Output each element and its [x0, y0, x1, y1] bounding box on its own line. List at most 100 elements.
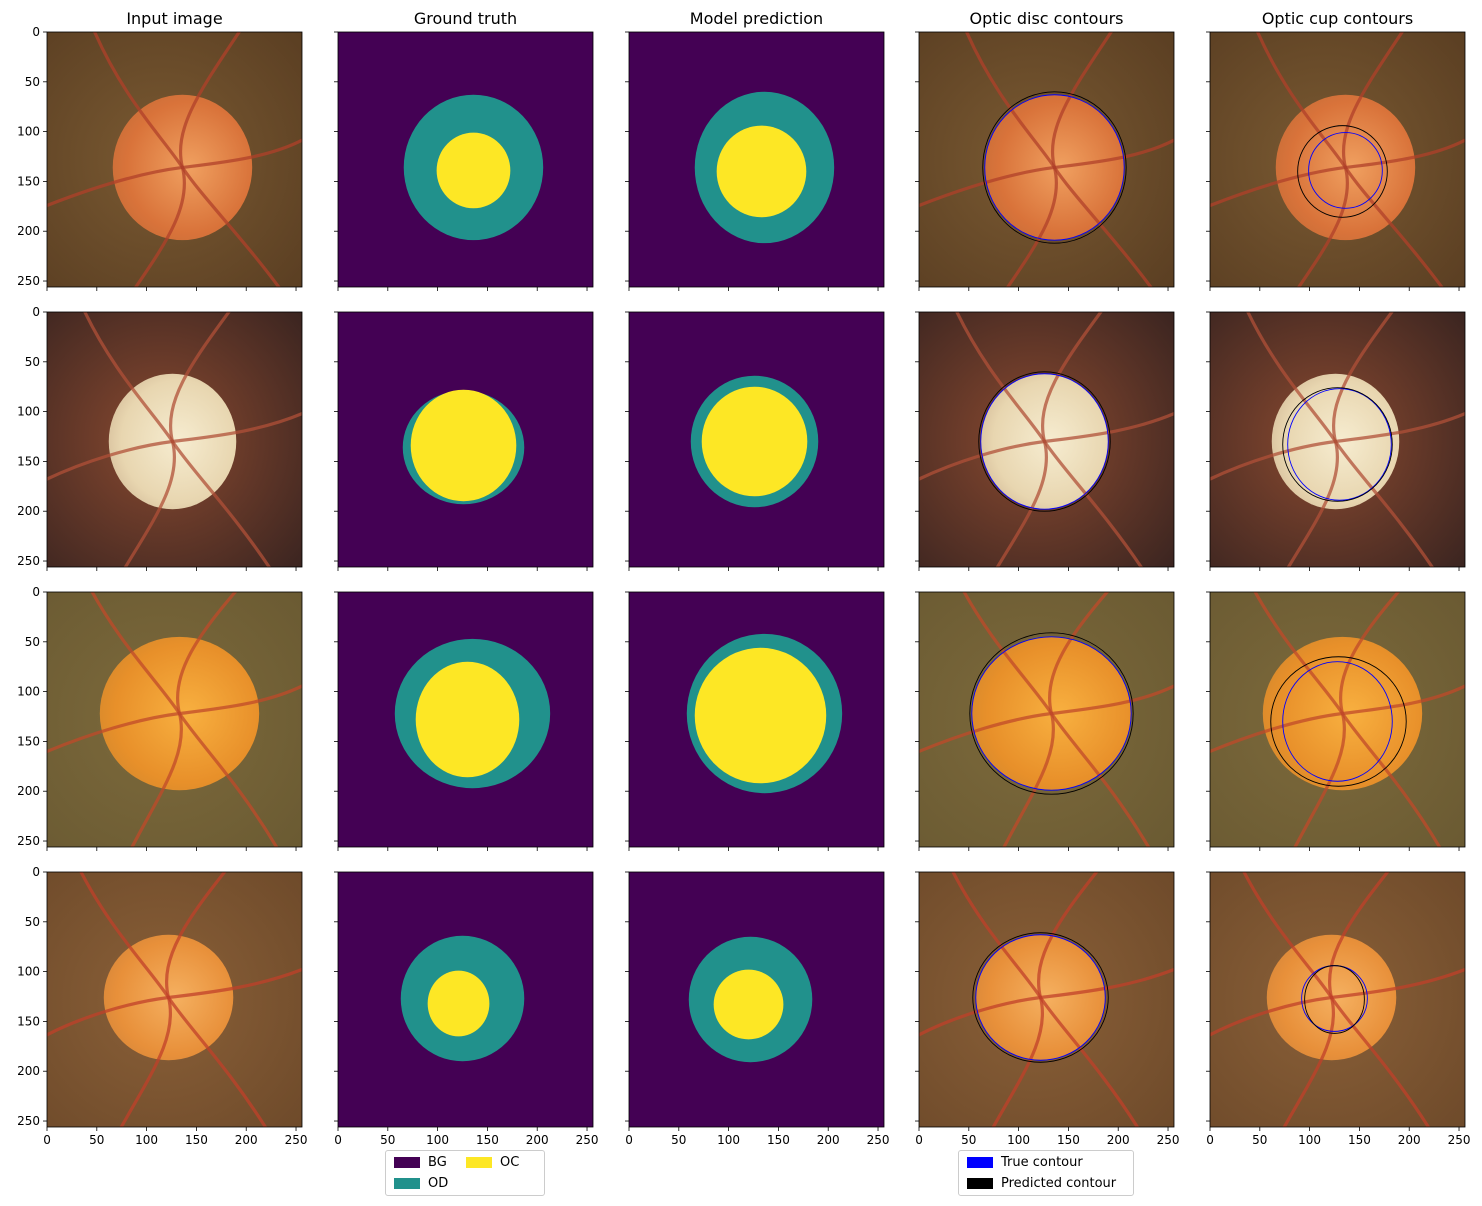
legend-label-pred: Predicted contour — [1001, 1176, 1117, 1191]
true-cup-contour — [1282, 661, 1393, 782]
column-title-truth: Ground truth — [414, 9, 517, 28]
panel-pred-row-4: 0 50 100 150 200 250 — [625, 871, 889, 1147]
blood-vessel — [1255, 32, 1348, 170]
true-cup-contour — [1287, 388, 1392, 501]
axes-frame — [337, 871, 594, 1128]
axes-frame — [628, 311, 885, 568]
y-tick-label: 100 — [17, 965, 40, 979]
panel-cup-row-1: Optic cup contours — [1206, 9, 1466, 291]
predicted-disc-contour — [978, 371, 1111, 512]
x-tick-label: 200 — [1107, 1133, 1130, 1147]
panel-cup-row-4: 0 50 100 150 200 250 — [1206, 871, 1470, 1147]
blood-vessel — [166, 995, 268, 1127]
y-tick-label: 250 — [17, 554, 40, 568]
y-tick-label: 100 — [17, 125, 40, 139]
y-tick-label: 150 — [17, 454, 40, 468]
legend-item-bg: BG — [394, 1155, 447, 1170]
axes-frame — [628, 871, 885, 1128]
axes-frame — [918, 31, 1175, 288]
blood-vessel — [919, 439, 1047, 481]
x-tick-label: 200 — [817, 1133, 840, 1147]
blood-vessel — [1329, 995, 1431, 1127]
x-tick-label: 50 — [1252, 1133, 1267, 1147]
true-disc-contour — [980, 373, 1109, 510]
blood-vessel — [919, 711, 1054, 754]
y-tick-label: 50 — [25, 355, 40, 369]
blood-vessel — [177, 711, 279, 847]
blood-vessel — [1332, 312, 1394, 444]
blood-vessel — [919, 995, 1043, 1037]
x-tick-label: 150 — [767, 1133, 790, 1147]
axes-frame — [918, 591, 1175, 848]
blood-vessel — [92, 32, 185, 170]
panel-pred-row-1: Model prediction — [625, 9, 885, 291]
x-tick-label: 150 — [1057, 1133, 1080, 1147]
legend-swatch-od — [394, 1178, 420, 1189]
y-tick-label: 50 — [25, 75, 40, 89]
blood-vessel — [180, 138, 302, 170]
blood-vessel — [90, 592, 182, 716]
panel-pred-row-2 — [625, 311, 885, 571]
panel-disc-row-1: Optic disc contours — [915, 9, 1175, 291]
contour-legend: True contour Predicted contour — [958, 1150, 1134, 1196]
blood-vessel — [1052, 165, 1153, 287]
legend-swatch-pred — [967, 1178, 993, 1189]
blood-vessel — [964, 32, 1057, 170]
axes-frame — [1209, 871, 1466, 1128]
blood-vessel — [175, 592, 238, 716]
blood-vessel — [962, 592, 1054, 716]
blood-vessel — [1286, 439, 1340, 567]
blood-vessel — [1041, 312, 1103, 444]
axes-frame — [46, 591, 303, 848]
legend-swatch-oc — [466, 1157, 492, 1168]
axes-frame — [337, 591, 594, 848]
panel-truth-row-2 — [334, 311, 594, 571]
blood-vessel — [1038, 967, 1174, 1000]
blood-vessel — [1296, 165, 1349, 287]
axes-frame — [1209, 31, 1466, 288]
blood-vessel — [79, 872, 171, 1000]
blood-vessel — [47, 995, 171, 1037]
x-tick-label: 200 — [526, 1133, 549, 1147]
blood-vessel — [170, 411, 302, 444]
blood-vessel — [83, 312, 175, 444]
blood-vessel — [1340, 684, 1465, 716]
y-tick-label: 150 — [17, 734, 40, 748]
x-tick-label: 150 — [185, 1133, 208, 1147]
x-tick-label: 0 — [625, 1133, 633, 1147]
legend-item-true-contour: True contour — [967, 1155, 1083, 1170]
predicted-disc-contour — [982, 91, 1127, 244]
x-tick-label: 250 — [285, 1133, 308, 1147]
y-tick-label: 250 — [17, 834, 40, 848]
panel-truth-row-1: Ground truth — [334, 9, 594, 291]
panel-truth-row-3 — [334, 591, 594, 851]
y-tick-label: 50 — [25, 915, 40, 929]
column-title-disc: Optic disc contours — [969, 9, 1123, 28]
y-tick-label: 250 — [17, 274, 40, 288]
axes-frame — [46, 31, 303, 288]
predicted-cup-contour — [1304, 965, 1365, 1034]
blood-vessel — [1049, 711, 1151, 847]
x-tick-label: 250 — [576, 1133, 599, 1147]
predicted-disc-contour — [969, 632, 1134, 795]
panel-input-row-3: 0 50 100 150 200 250 — [17, 585, 303, 851]
blood-vessel — [995, 439, 1049, 567]
axes-frame — [1209, 591, 1466, 848]
axes-frame — [337, 31, 594, 288]
y-tick-label: 200 — [17, 224, 40, 238]
blood-vessel — [1253, 592, 1345, 716]
blood-vessel — [1210, 711, 1345, 754]
blood-vessel — [1042, 439, 1144, 567]
x-tick-label: 0 — [1206, 1133, 1214, 1147]
blood-vessel — [919, 165, 1057, 208]
blood-vessel — [1341, 32, 1405, 170]
y-tick-label: 250 — [17, 1114, 40, 1128]
y-tick-label: 50 — [25, 635, 40, 649]
legend-item-predicted-contour: Predicted contour — [967, 1176, 1116, 1191]
blood-vessel — [1338, 592, 1401, 716]
panel-input-row-2: 0 50 100 150 200 250 — [17, 305, 303, 571]
y-tick-label: 0 — [32, 865, 40, 879]
panel-pred-row-3 — [625, 591, 885, 851]
blood-vessel — [1343, 138, 1465, 170]
blood-vessel — [47, 439, 175, 481]
